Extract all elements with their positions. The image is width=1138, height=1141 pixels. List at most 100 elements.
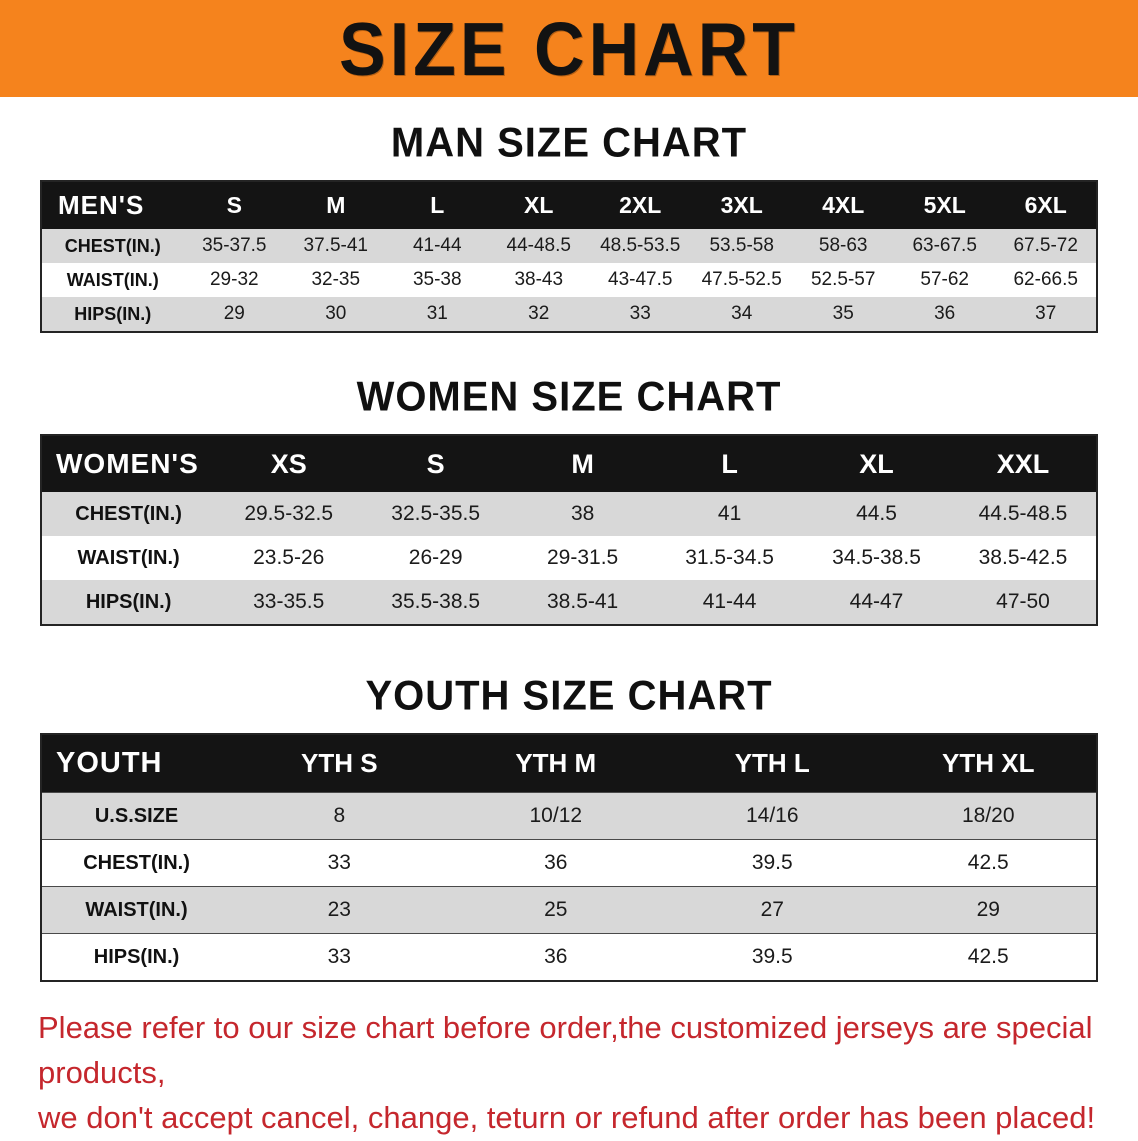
- men-size-header: S: [183, 181, 286, 229]
- men-value-cell: 67.5-72: [995, 229, 1097, 263]
- youth-value-cell: 23: [231, 886, 448, 934]
- women-value-cell: 33-35.5: [215, 580, 363, 625]
- youth-value-cell: 36: [447, 839, 665, 887]
- women-size-header: S: [362, 435, 510, 492]
- youth-value-cell: 42.5: [880, 839, 1097, 887]
- order-note: Please refer to our size chart before or…: [0, 1006, 1138, 1141]
- women-size-header: L: [656, 435, 804, 492]
- men-value-cell: 29-32: [183, 263, 286, 297]
- youth-table-title: YOUTH: [41, 734, 232, 793]
- men-size-header: XL: [488, 181, 590, 229]
- women-value-cell: 34.5-38.5: [803, 536, 950, 580]
- youth-value-cell: 33: [231, 839, 448, 887]
- youth-measure-label: CHEST(IN.): [41, 839, 232, 887]
- men-size-header: 3XL: [690, 181, 793, 229]
- youth-value-cell: 18/20: [880, 792, 1097, 840]
- men-value-cell: 32: [488, 297, 590, 332]
- youth-value-cell: 36: [447, 933, 665, 981]
- men-value-cell: 37.5-41: [285, 229, 387, 263]
- men-table-header-row: MEN'S S M L XL 2XL 3XL 4XL 5XL 6XL: [41, 181, 1097, 229]
- youth-value-cell: 27: [664, 886, 881, 934]
- women-value-cell: 38.5-41: [509, 580, 657, 625]
- men-size-header: M: [285, 181, 387, 229]
- youth-row-hips-in: HIPS(IN.) 33 36 39.5 42.5: [41, 933, 1097, 981]
- men-value-cell: 30: [285, 297, 387, 332]
- women-value-cell: 29.5-32.5: [215, 492, 363, 536]
- men-size-header: 6XL: [995, 181, 1097, 229]
- youth-section-title: YOUTH SIZE CHART: [365, 672, 773, 720]
- men-size-header: 4XL: [792, 181, 894, 229]
- men-table-title: MEN'S: [41, 181, 184, 229]
- men-value-cell: 52.5-57: [792, 263, 894, 297]
- men-value-cell: 35: [792, 297, 894, 332]
- women-value-cell: 38: [509, 492, 657, 536]
- women-row-hips-in: HIPS(IN.) 33-35.5 35.5-38.5 38.5-41 41-44 44-…: [41, 580, 1097, 625]
- women-section-title: WOMEN SIZE CHART: [356, 373, 782, 421]
- youth-value-cell: 8: [231, 792, 448, 840]
- men-size-header: L: [386, 181, 488, 229]
- women-row-waist-in: WAIST(IN.) 23.5-26 26-29 29-31.5 31.5-34.5 34…: [41, 536, 1097, 580]
- men-value-cell: 32-35: [285, 263, 387, 297]
- youth-value-cell: 42.5: [880, 933, 1097, 981]
- men-value-cell: 48.5-53.5: [589, 229, 691, 263]
- women-value-cell: 26-29: [362, 536, 510, 580]
- women-value-cell: 41-44: [656, 580, 804, 625]
- women-size-header: XS: [215, 435, 363, 492]
- women-size-table-container: WOMEN'S XS S M L XL XXL CHEST(IN.) 29.5-32.5 32.5…: [40, 434, 1098, 626]
- women-size-section: WOMEN SIZE CHART WOMEN'S XS S M L XL XXL CHEST(…: [0, 373, 1138, 626]
- men-size-table: MEN'S S M L XL 2XL 3XL 4XL 5XL 6XL CHEST(IN.) 35-37…: [40, 180, 1098, 333]
- men-value-cell: 37: [995, 297, 1097, 332]
- men-value-cell: 62-66.5: [995, 263, 1097, 297]
- women-value-cell: 44-47: [803, 580, 950, 625]
- youth-measure-label: U.S.SIZE: [41, 792, 232, 840]
- women-value-cell: 31.5-34.5: [656, 536, 804, 580]
- women-value-cell: 47-50: [950, 580, 1097, 625]
- youth-row-chest-in: CHEST(IN.) 33 36 39.5 42.5: [41, 839, 1097, 887]
- youth-measure-label: HIPS(IN.): [41, 933, 232, 981]
- men-value-cell: 58-63: [792, 229, 894, 263]
- youth-row-u-s-size: U.S.SIZE 8 10/12 14/16 18/20: [41, 792, 1097, 840]
- youth-size-header: YTH S: [231, 734, 448, 793]
- women-size-header: XXL: [950, 435, 1097, 492]
- men-value-cell: 41-44: [386, 229, 488, 263]
- women-size-header: XL: [803, 435, 950, 492]
- youth-size-table-container: YOUTH YTH S YTH M YTH L YTH XL U.S.SIZE 8 10/12…: [40, 733, 1098, 982]
- youth-size-header: YTH XL: [880, 734, 1097, 793]
- youth-size-section: YOUTH SIZE CHART YOUTH YTH S YTH M YTH L YTH…: [0, 672, 1138, 982]
- women-value-cell: 35.5-38.5: [362, 580, 510, 625]
- women-measure-label: CHEST(IN.): [41, 492, 216, 536]
- women-row-chest-in: CHEST(IN.) 29.5-32.5 32.5-35.5 38 41 44.5 44.5…: [41, 492, 1097, 536]
- youth-value-cell: 33: [231, 933, 448, 981]
- youth-value-cell: 10/12: [447, 792, 665, 840]
- men-section-title: MAN SIZE CHART: [390, 119, 748, 167]
- banner-title: SIZE CHART: [339, 6, 799, 91]
- women-size-table: WOMEN'S XS S M L XL XXL CHEST(IN.) 29.5-32.5 32.5…: [40, 434, 1098, 626]
- women-value-cell: 32.5-35.5: [362, 492, 510, 536]
- men-measure-label: CHEST(IN.): [41, 229, 184, 263]
- youth-measure-label: WAIST(IN.): [41, 886, 232, 934]
- men-value-cell: 38-43: [488, 263, 590, 297]
- men-row-hips-in: HIPS(IN.) 29 30 31 32 33 34 35 36 37: [41, 297, 1097, 332]
- women-value-cell: 44.5: [803, 492, 950, 536]
- women-value-cell: 29-31.5: [509, 536, 657, 580]
- men-value-cell: 57-62: [893, 263, 996, 297]
- men-value-cell: 35-38: [386, 263, 488, 297]
- women-table-title: WOMEN'S: [41, 435, 216, 492]
- women-value-cell: 38.5-42.5: [950, 536, 1097, 580]
- youth-value-cell: 39.5: [664, 839, 881, 887]
- men-value-cell: 35-37.5: [183, 229, 286, 263]
- youth-row-waist-in: WAIST(IN.) 23 25 27 29: [41, 886, 1097, 934]
- men-measure-label: HIPS(IN.): [41, 297, 184, 332]
- men-value-cell: 33: [589, 297, 691, 332]
- men-size-section: MAN SIZE CHART MEN'S S M L XL 2XL 3XL 4XL 5XL 6XL…: [0, 119, 1138, 333]
- youth-table-header-row: YOUTH YTH S YTH M YTH L YTH XL: [41, 734, 1097, 793]
- men-measure-label: WAIST(IN.): [41, 263, 184, 297]
- men-row-waist-in: WAIST(IN.) 29-32 32-35 35-38 38-43 43-47.5 47.…: [41, 263, 1097, 297]
- men-value-cell: 43-47.5: [589, 263, 691, 297]
- youth-value-cell: 14/16: [664, 792, 881, 840]
- men-value-cell: 44-48.5: [488, 229, 590, 263]
- women-value-cell: 23.5-26: [215, 536, 363, 580]
- women-measure-label: HIPS(IN.): [41, 580, 216, 625]
- youth-value-cell: 39.5: [664, 933, 881, 981]
